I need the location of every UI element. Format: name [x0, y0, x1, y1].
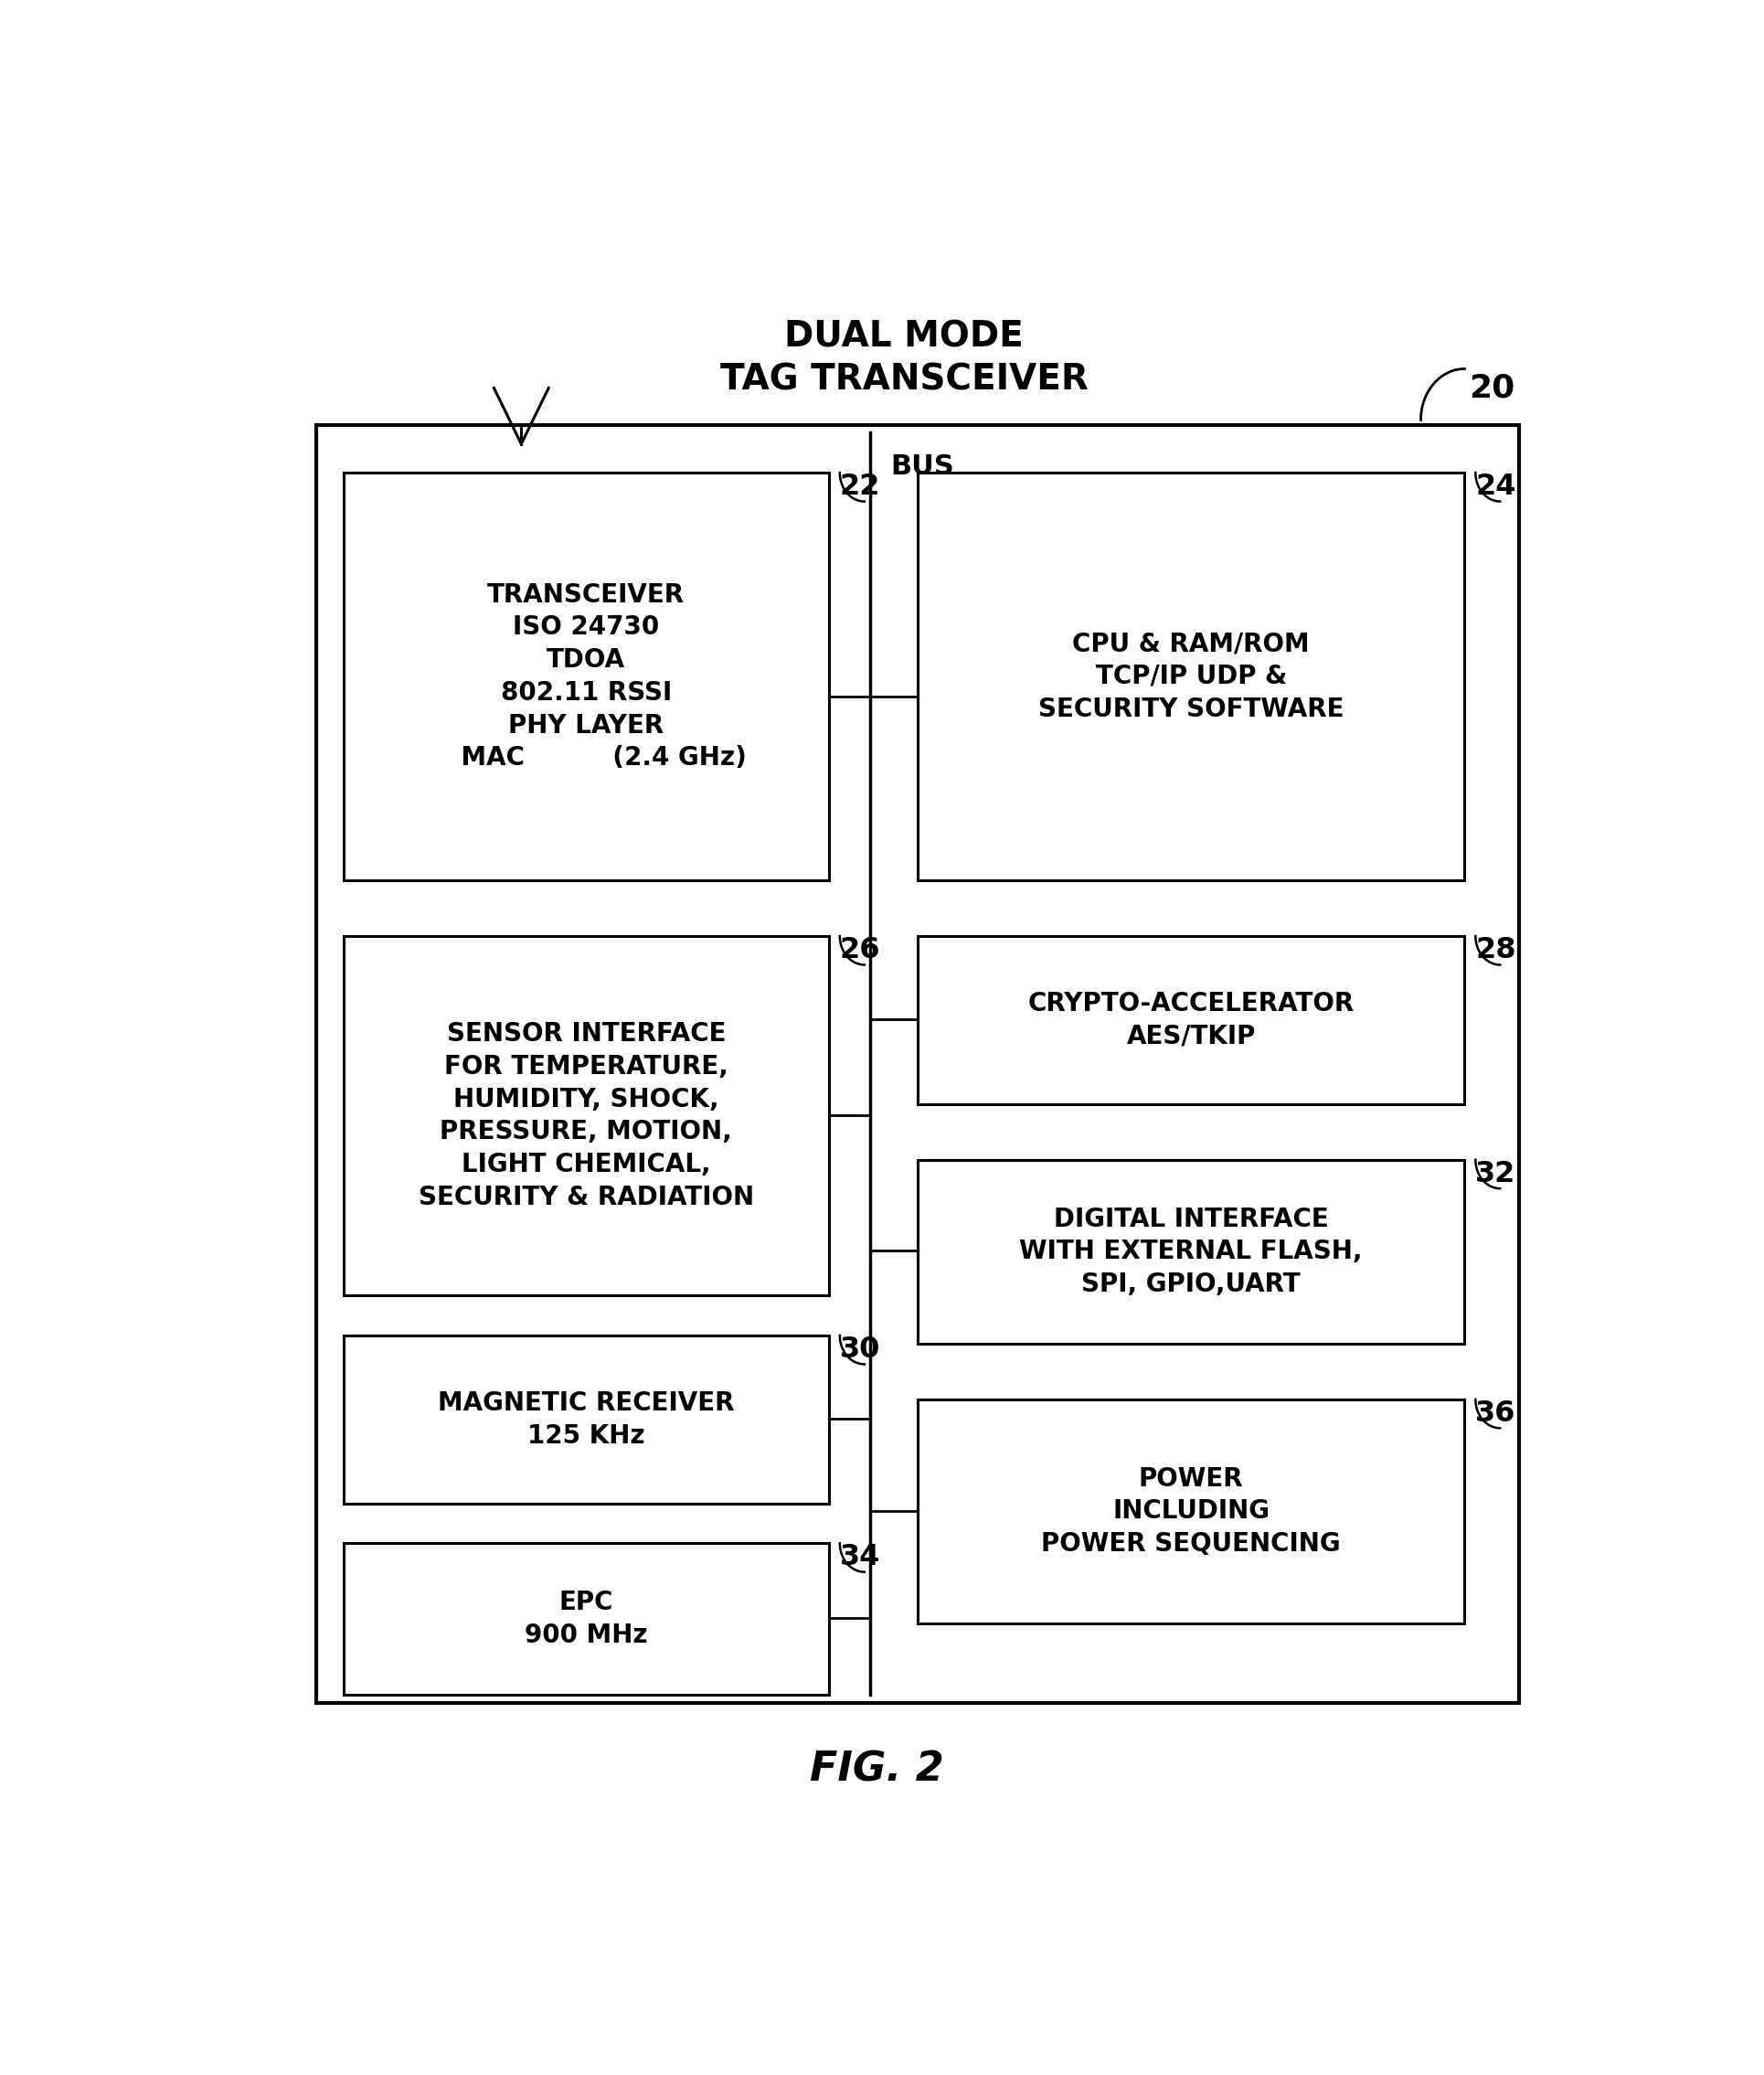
Text: TRANSCEIVER
ISO 24730
TDOA
802.11 RSSI
PHY LAYER
    MAC          (2.4 GHz): TRANSCEIVER ISO 24730 TDOA 802.11 RSSI P…: [425, 581, 746, 770]
Text: 32: 32: [1475, 1160, 1515, 1189]
Text: 34: 34: [840, 1544, 880, 1571]
Text: 24: 24: [1475, 473, 1517, 500]
Text: MAGNETIC RECEIVER
125 KHz: MAGNETIC RECEIVER 125 KHz: [437, 1390, 734, 1448]
Text: FIG. 2: FIG. 2: [810, 1751, 944, 1791]
Text: EPC
900 MHz: EPC 900 MHz: [524, 1589, 647, 1648]
Bar: [344, 1544, 829, 1695]
Text: CPU & RAM/ROM
TCP/IP UDP &
SECURITY SOFTWARE: CPU & RAM/ROM TCP/IP UDP & SECURITY SOFT…: [1039, 631, 1344, 722]
Bar: [344, 473, 829, 880]
Text: 28: 28: [1475, 936, 1517, 965]
Text: 26: 26: [840, 936, 880, 965]
Text: 20: 20: [1469, 373, 1515, 403]
Bar: [917, 1160, 1464, 1343]
Text: 36: 36: [1475, 1399, 1515, 1428]
Text: 22: 22: [840, 473, 880, 500]
Text: BUS: BUS: [891, 454, 954, 479]
Text: DIGITAL INTERFACE
WITH EXTERNAL FLASH,
SPI, GPIO,UART: DIGITAL INTERFACE WITH EXTERNAL FLASH, S…: [1020, 1206, 1364, 1297]
Text: TAG TRANSCEIVER: TAG TRANSCEIVER: [720, 363, 1088, 398]
Text: POWER
INCLUDING
POWER SEQUENCING: POWER INCLUDING POWER SEQUENCING: [1041, 1465, 1341, 1556]
Bar: [917, 1399, 1464, 1623]
Text: SENSOR INTERFACE
FOR TEMPERATURE,
HUMIDITY, SHOCK,
PRESSURE, MOTION,
LIGHT CHEMI: SENSOR INTERFACE FOR TEMPERATURE, HUMIDI…: [418, 1021, 753, 1210]
Text: DUAL MODE: DUAL MODE: [785, 320, 1023, 355]
Bar: [344, 1336, 829, 1502]
Bar: [316, 425, 1519, 1704]
Bar: [344, 936, 829, 1295]
Text: CRYPTO-ACCELERATOR
AES/TKIP: CRYPTO-ACCELERATOR AES/TKIP: [1028, 990, 1355, 1050]
Bar: [917, 473, 1464, 880]
Bar: [917, 936, 1464, 1104]
Text: 30: 30: [840, 1336, 880, 1363]
